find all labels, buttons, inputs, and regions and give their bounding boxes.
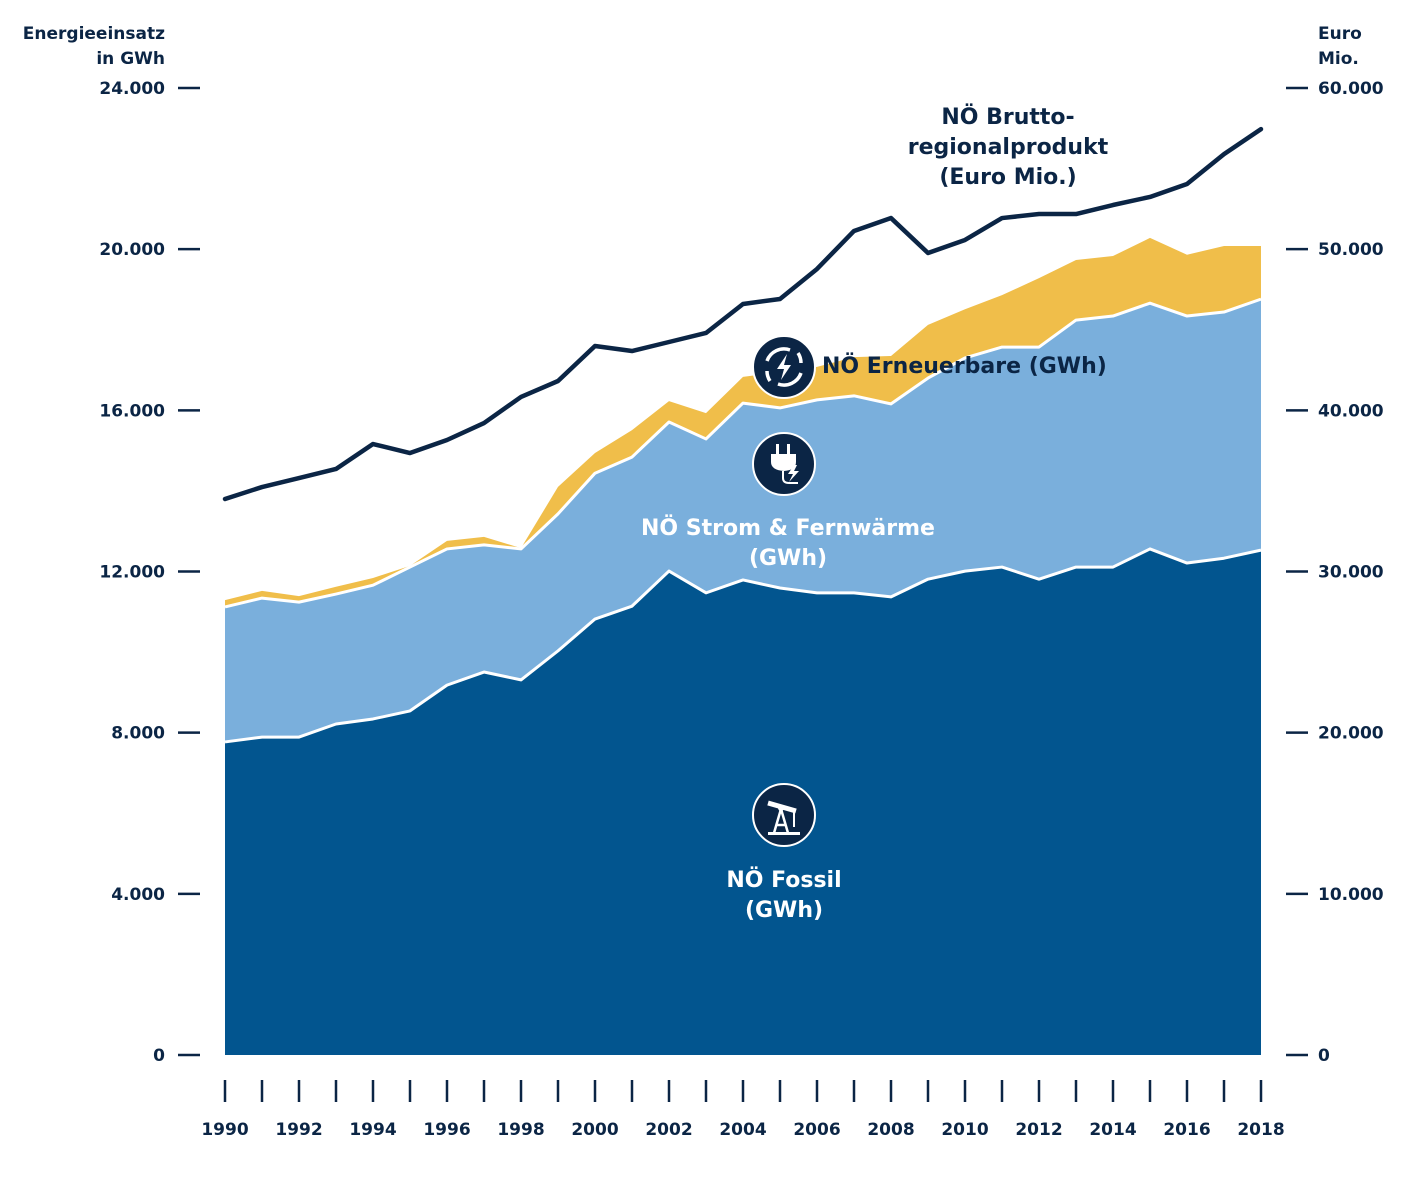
- right-tick-label: 60.000: [1318, 79, 1384, 99]
- x-tick-label: 2004: [719, 1120, 766, 1140]
- strom-label-1: NÖ Strom & Fernwärme: [641, 515, 935, 541]
- area-layer: [222, 126, 1264, 1055]
- right-tick-label: 0: [1318, 1046, 1330, 1066]
- right-tick-label: 40.000: [1318, 401, 1384, 421]
- right-tick-label: 10.000: [1318, 885, 1384, 905]
- right-tick-label: 30.000: [1318, 563, 1384, 583]
- x-tick-label: 2006: [793, 1120, 840, 1140]
- axes-layer: 0 4.000 8.000 12.000 16.000 20.000 24.000 0 10.0…: [99, 79, 1383, 1140]
- x-tick-label: 1990: [201, 1120, 248, 1140]
- x-tick-label: 2018: [1237, 1120, 1284, 1140]
- fossil-label-1: NÖ Fossil: [726, 867, 841, 893]
- left-tick-label: 8.000: [111, 724, 165, 744]
- x-tick-label: 2014: [1089, 1120, 1136, 1140]
- left-tick-label: 16.000: [99, 401, 165, 421]
- area-strom-fernwaerme: [225, 299, 1261, 742]
- gdp-label-2: regionalprodukt: [908, 135, 1109, 160]
- left-axis-title-1: Energieeinsatz: [23, 24, 165, 44]
- area-boundary-line: [224, 297, 1262, 609]
- fossil-label-2: (GWh): [745, 898, 823, 923]
- oil-pump-icon: [752, 783, 816, 847]
- gdp-line: [222, 126, 1264, 502]
- x-tick-label: 1998: [497, 1120, 544, 1140]
- x-tick-label: 1992: [275, 1120, 322, 1140]
- area-boundary-line: [224, 547, 1262, 744]
- right-axis-title-2: Mio.: [1318, 49, 1359, 69]
- strom-label-2: (GWh): [749, 546, 827, 571]
- gdp-label-1: NÖ Brutto-: [941, 104, 1074, 130]
- x-tick-label: 2010: [941, 1120, 988, 1140]
- left-tick-label: 0: [153, 1046, 165, 1066]
- renewable-cycle-icon: [752, 335, 816, 399]
- gdp-label-3: (Euro Mio.): [939, 165, 1076, 190]
- right-tick-label: 50.000: [1318, 240, 1384, 260]
- right-axis-title-1: Euro: [1318, 24, 1362, 44]
- left-tick-label: 12.000: [99, 563, 165, 583]
- right-tick-label: 20.000: [1318, 724, 1384, 744]
- left-tick-label: 24.000: [99, 79, 165, 99]
- left-tick-label: 4.000: [111, 885, 165, 905]
- x-tick-label: 2008: [867, 1120, 914, 1140]
- left-axis-title-2: in GWh: [96, 49, 165, 69]
- power-plug-icon: [752, 432, 816, 496]
- x-tick-label: 1996: [423, 1120, 470, 1140]
- renewables-label: NÖ Erneuerbare (GWh): [822, 353, 1107, 379]
- x-tick-label: 2012: [1015, 1120, 1062, 1140]
- area-erneuerbare: [225, 237, 1261, 607]
- area-fossil: [225, 548, 1261, 1055]
- left-tick-label: 20.000: [99, 240, 165, 260]
- x-tick-label: 2016: [1163, 1120, 1210, 1140]
- x-tick-label: 2002: [645, 1120, 692, 1140]
- x-tick-label: 2000: [571, 1120, 618, 1140]
- x-tick-label: 1994: [349, 1120, 396, 1140]
